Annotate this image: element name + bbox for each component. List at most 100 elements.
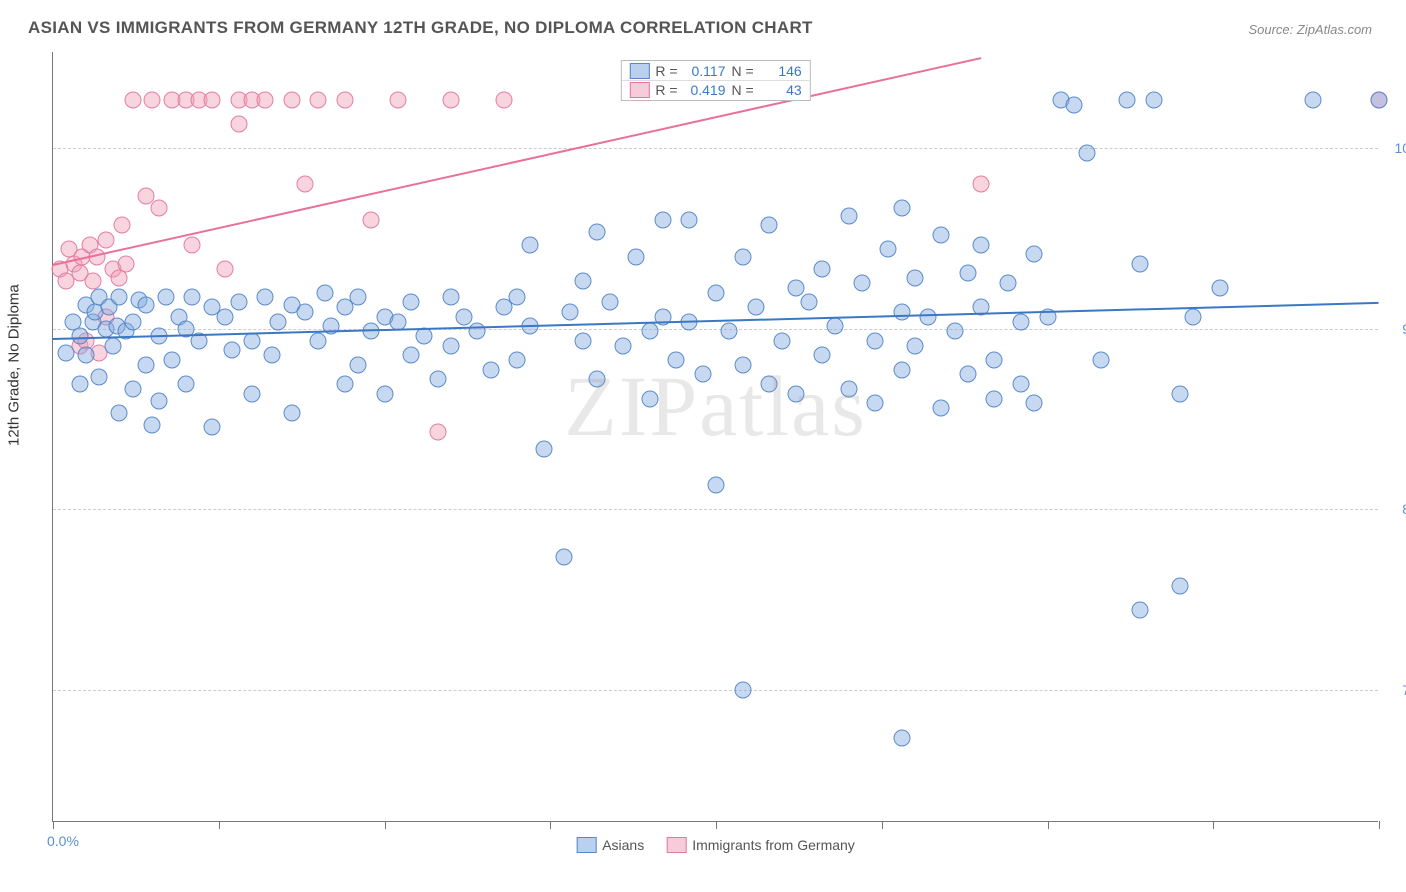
data-point	[747, 299, 764, 316]
data-point	[1012, 376, 1029, 393]
x-tick	[1213, 821, 1214, 829]
data-point	[429, 371, 446, 388]
data-point	[263, 347, 280, 364]
data-point	[151, 392, 168, 409]
data-point	[708, 477, 725, 494]
data-point	[310, 332, 327, 349]
data-point	[906, 337, 923, 354]
data-point	[1211, 279, 1228, 296]
legend-item-asians: Asians	[576, 837, 644, 853]
data-point	[403, 347, 420, 364]
data-point	[959, 265, 976, 282]
data-point	[959, 366, 976, 383]
data-point	[495, 92, 512, 109]
x-tick	[1379, 821, 1380, 829]
data-point	[853, 275, 870, 292]
data-point	[840, 380, 857, 397]
data-point	[668, 352, 685, 369]
gridline	[53, 690, 1378, 691]
data-point	[814, 260, 831, 277]
data-point	[588, 371, 605, 388]
data-point	[336, 92, 353, 109]
n-label: N =	[732, 82, 754, 98]
data-point	[389, 92, 406, 109]
data-point	[482, 361, 499, 378]
data-point	[283, 404, 300, 421]
n-value-pink: 43	[760, 82, 802, 98]
data-point	[296, 176, 313, 193]
data-point	[800, 294, 817, 311]
data-point	[562, 303, 579, 320]
data-point	[893, 200, 910, 217]
data-point	[71, 376, 88, 393]
n-label: N =	[732, 63, 754, 79]
data-point	[601, 294, 618, 311]
data-point	[184, 236, 201, 253]
data-point	[310, 92, 327, 109]
data-point	[893, 303, 910, 320]
data-point	[880, 241, 897, 258]
data-point	[774, 332, 791, 349]
data-point	[840, 207, 857, 224]
gridline	[53, 329, 1378, 330]
data-point	[615, 337, 632, 354]
data-point	[469, 323, 486, 340]
data-point	[257, 289, 274, 306]
data-point	[403, 294, 420, 311]
x-axis-min-label: 0.0%	[47, 833, 79, 849]
data-point	[111, 404, 128, 421]
data-point	[349, 356, 366, 373]
data-point	[867, 332, 884, 349]
data-point	[442, 92, 459, 109]
correlation-legend: R = 0.117 N = 146 R = 0.419 N = 43	[620, 60, 810, 101]
data-point	[113, 217, 130, 234]
watermark-atlas: atlas	[699, 358, 867, 454]
data-point	[349, 289, 366, 306]
data-point	[933, 226, 950, 243]
data-point	[442, 337, 459, 354]
data-point	[641, 323, 658, 340]
data-point	[157, 289, 174, 306]
data-point	[283, 92, 300, 109]
data-point	[1026, 395, 1043, 412]
r-label: R =	[655, 82, 677, 98]
data-point	[257, 92, 274, 109]
data-point	[734, 248, 751, 265]
data-point	[1371, 92, 1388, 109]
data-point	[177, 376, 194, 393]
y-axis-label: 12th Grade, No Diploma	[6, 284, 23, 446]
data-point	[363, 212, 380, 229]
data-point	[1172, 578, 1189, 595]
data-point	[137, 296, 154, 313]
data-point	[814, 347, 831, 364]
data-point	[575, 272, 592, 289]
x-tick	[716, 821, 717, 829]
watermark-zip: ZIP	[564, 358, 699, 454]
data-point	[230, 116, 247, 133]
data-point	[137, 356, 154, 373]
data-point	[124, 92, 141, 109]
data-point	[708, 284, 725, 301]
legend-label-asians: Asians	[602, 837, 644, 853]
data-point	[1092, 352, 1109, 369]
data-point	[867, 395, 884, 412]
data-point	[71, 327, 88, 344]
swatch-pink-icon	[666, 837, 686, 853]
data-point	[973, 176, 990, 193]
watermark: ZIPatlas	[564, 356, 867, 456]
data-point	[144, 416, 161, 433]
data-point	[442, 289, 459, 306]
data-point	[164, 352, 181, 369]
y-tick-label: 85.0%	[1386, 501, 1406, 517]
data-point	[217, 260, 234, 277]
x-tick	[550, 821, 551, 829]
data-point	[1012, 313, 1029, 330]
data-point	[734, 356, 751, 373]
y-tick-label: 100.0%	[1386, 140, 1406, 156]
data-point	[933, 400, 950, 417]
data-point	[946, 323, 963, 340]
data-point	[1079, 145, 1096, 162]
data-point	[204, 92, 221, 109]
data-point	[681, 212, 698, 229]
data-point	[694, 366, 711, 383]
